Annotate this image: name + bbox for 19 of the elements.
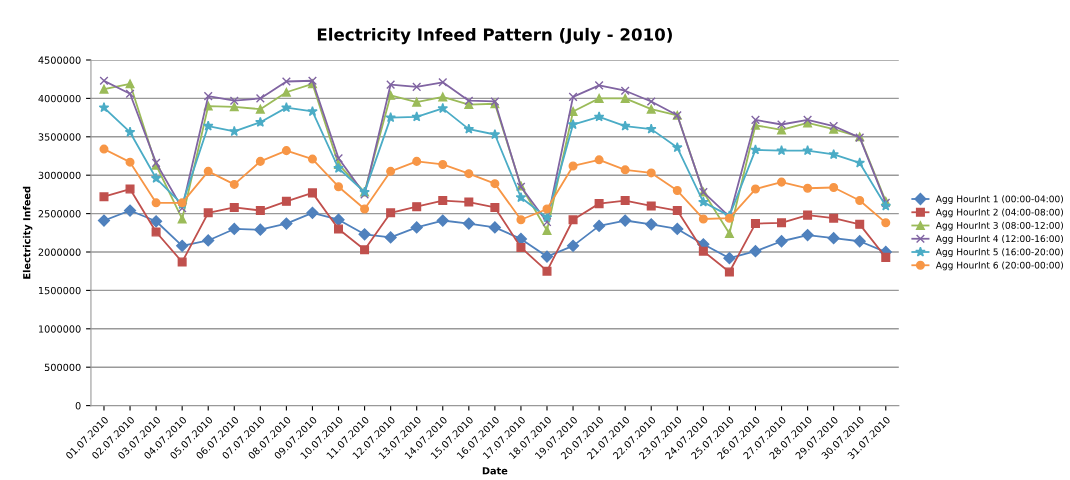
legend-label: Agg HourInt 4 (12:00-16:00) — [935, 235, 1063, 244]
x-axis-title: Date — [482, 467, 508, 475]
y-axis-title: Electricity Infeed — [22, 186, 33, 279]
y-tick-label: 2500000 — [38, 210, 81, 218]
y-tick-label: 1000000 — [39, 325, 81, 333]
y-tick-label: 3000000 — [38, 171, 81, 180]
legend-label: Agg HourInt 1 (00:00-04:00) — [935, 195, 1063, 205]
y-tick-label: 1500000 — [39, 286, 81, 295]
y-tick-label: 3500000 — [38, 133, 81, 141]
y-tick-label: 2000000 — [38, 248, 81, 256]
chart-title: Electricity Infeed Pattern (July - 2010) — [317, 27, 672, 45]
y-tick-label: 500000 — [44, 363, 81, 372]
y-tick-label: 0 — [75, 402, 81, 410]
legend-label: Agg HourInt 6 (20:00-00:00) — [935, 261, 1063, 271]
legend-label: Agg HourInt 5 (16:00-20:00) — [935, 248, 1063, 258]
legend-label: Agg HourInt 2 (04:00-08:00) — [935, 208, 1063, 218]
y-tick-label: 4000000 — [38, 94, 81, 103]
legend-label: Agg HourInt 3 (08:00-12:00) — [935, 221, 1063, 231]
y-tick-label: 4500000 — [38, 56, 81, 64]
